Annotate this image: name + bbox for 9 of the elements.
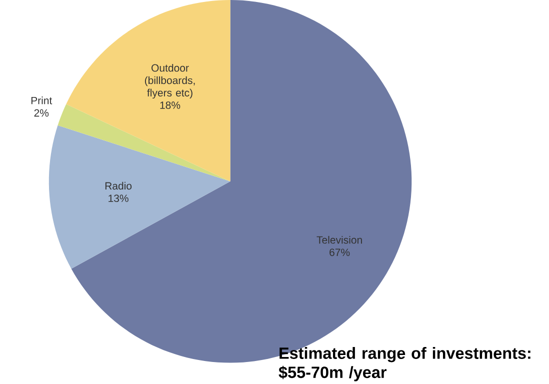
slice-label: Television [316,236,362,244]
data-label: 67% [330,248,350,256]
data-label: 18% [160,101,180,109]
text: Estimated range of investments: $55-70m /year [278,346,530,382]
data-label: 13% [108,194,128,202]
slice-label: Print [31,96,52,104]
slice-label: Radio [105,182,132,190]
data-label: 2% [34,109,49,116]
slice-label: Outdoor (billboards, flyers etc) [144,64,195,98]
